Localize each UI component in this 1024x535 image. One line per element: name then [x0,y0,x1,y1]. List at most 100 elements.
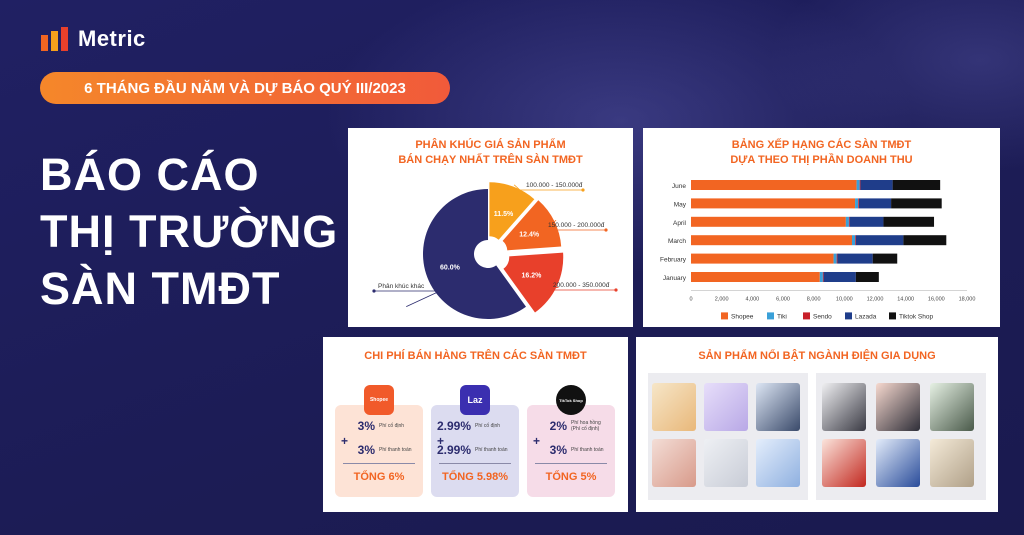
pie-leader-line [540,219,606,231]
plus-icon: + [341,434,349,448]
product-image [704,439,748,487]
bar-segment [856,180,860,190]
pie-category-label: Phân khúc khác [378,283,425,290]
bar-segment [691,272,820,282]
x-tick-label: 4,000 [745,296,759,302]
pie-leader-dot [581,188,585,192]
fee-row: 3% Phí thanh toán [335,443,423,457]
bar-segment [691,198,856,209]
fee-percent: 2.99% [436,419,471,433]
pie-value-label: 12.4% [519,232,540,239]
product-image [930,383,974,431]
pie-slice [422,189,527,319]
bar-segment [858,198,859,209]
bar-segment [855,272,879,282]
bar-title: BẢNG XẾP HẠNG CÁC SÀN TMĐT DỰA THEO THỊ … [643,138,1000,168]
divider [439,463,511,464]
product-image [756,439,800,487]
bar-segment [859,180,861,190]
bar-segment [823,272,856,282]
x-tick-label: 10,000 [836,296,853,302]
pie-title-line1: PHÂN KHÚC GIÁ SẢN PHẨM [415,139,566,151]
bar-segment [872,253,898,264]
pie-title: PHÂN KHÚC GIÁ SẢN PHẨM BÁN CHẠY NHẤT TRÊ… [348,138,633,168]
bar-segment [845,216,849,227]
divider [535,463,607,464]
pie-slice [489,182,535,240]
legend-swatch [803,312,810,320]
bar-segment [903,235,947,246]
fee-title: CHI PHÍ BÁN HÀNG TRÊN CÁC SÀN TMĐT [364,350,587,362]
pie-value-label: 16.2% [522,272,543,279]
x-tick-label: 14,000 [897,296,914,302]
bar-segment [819,272,823,282]
fee-percent: 3% [357,443,375,457]
pie-category-label: 150.000 - 200.000đ [548,222,605,229]
bar-segment [891,198,942,209]
bar-segment [836,253,838,264]
bar-segment [852,235,856,246]
x-tick-label: 6,000 [776,296,790,302]
legend-label: Tiktok Shop [899,313,933,320]
bar-category-label: March [668,238,686,245]
pie-value-label: 60.0% [440,264,461,271]
pie-leader-line [374,290,441,307]
pie-category-label: 200.000 - 350.000đ [553,282,610,289]
fee-row: 2.99% Phí cố định [431,419,519,433]
platform-logo: Shopee [364,385,394,415]
fee-percent: 3% [357,419,375,433]
page-title: BÁO CÁO THỊ TRƯỜNG SÀN TMĐT [40,146,338,317]
pie-title-line2: BÁN CHẠY NHẤT TRÊN SÀN TMĐT [398,154,583,166]
price-segment-card: PHÂN KHÚC GIÁ SẢN PHẨM BÁN CHẠY NHẤT TRÊ… [348,128,633,327]
bar-segment [860,180,893,190]
bar-segment [833,253,837,264]
product-image [822,383,866,431]
pie-leader-line [546,286,616,291]
pie-leader-line [513,184,583,191]
fee-total: TỔNG 5% [545,471,597,483]
plus-icon: + [533,434,541,448]
bar-segment [691,180,857,190]
product-image [876,439,920,487]
legend-swatch [721,312,728,320]
legend-label: Lazada [855,313,877,320]
fee-total: TỔNG 6% [353,471,405,483]
pie-leader-dot [372,289,376,293]
fee-label: Phí cố định [475,423,501,429]
fee-label: Phí thanh toán [475,447,508,453]
bar-chart: June May April March February January 0 2,000 4,… [660,180,975,320]
bar-segment [855,235,856,246]
bar-segment [858,198,892,209]
product-image [822,439,866,487]
product-image [876,383,920,431]
x-tick-label: 16,000 [928,296,945,302]
product-image [756,383,800,431]
bar-category-label: May [674,201,687,208]
bar-segment [691,235,852,246]
fee-label: Phí thanh toán [571,447,604,453]
bar-segment [849,216,884,227]
platform-logo-text: Laz [467,395,483,405]
platform-logo-text: TikTok Shop [559,397,583,403]
bar-category-label: April [673,220,687,227]
platform-logo-text: Shopee [369,397,389,403]
pie-leader-dot [614,288,618,292]
platform-logo: Laz [460,385,490,415]
fee-row: 3% Phí cố định [335,419,423,433]
platform-ranking-card: BẢNG XẾP HẠNG CÁC SÀN TMĐT DỰA THEO THỊ … [643,128,1000,327]
bar-segment [855,198,859,209]
pie-slice [502,200,562,251]
title-line: SÀN TMĐT [40,263,281,314]
prod-title: SẢN PHẨM NỔI BẬT NGÀNH ĐIỆN GIA DỤNG [698,350,936,362]
fee-label: Phí hoa hồng (Phí cố định) [571,420,601,432]
bar-segment [837,253,873,264]
bar-segment [691,253,834,264]
pie-leader-dot [604,228,608,232]
brand-logo: Metric [40,26,146,52]
product-image [652,439,696,487]
fee-percent: 2.99% [436,443,471,457]
pie-slice [503,252,564,313]
period-pill: 6 THÁNG ĐẦU NĂM VÀ DỰ BÁO QUÝ III/2023 [40,72,450,104]
x-tick-label: 12,000 [867,296,884,302]
pie-category-label: 100.000 - 150.000đ [526,182,583,189]
